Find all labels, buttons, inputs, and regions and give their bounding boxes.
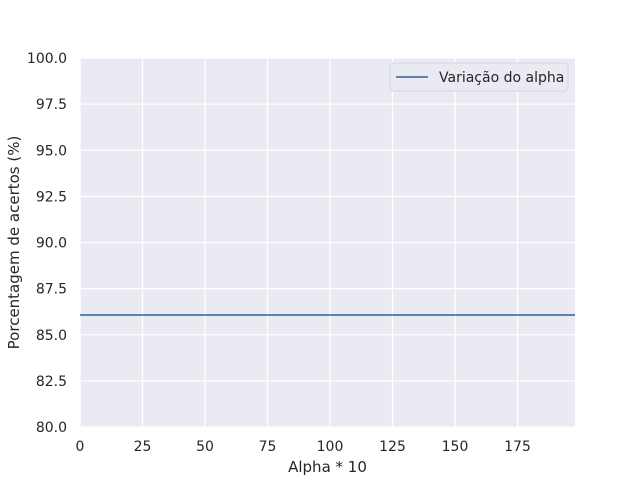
y-tick-label: 82.5 [36, 374, 67, 390]
y-tick-label: 97.5 [36, 97, 67, 113]
x-tick-label: 125 [379, 439, 406, 455]
x-tick-label: 50 [196, 439, 214, 455]
y-tick-label: 85.0 [36, 328, 67, 344]
x-tick-label: 150 [442, 439, 469, 455]
y-tick-label: 80.0 [36, 420, 67, 436]
x-tick-label: 175 [504, 439, 531, 455]
y-axis-ticks: 80.0 82.5 85.0 87.5 90.0 92.5 95.0 97.5 100.0 [27, 51, 67, 436]
y-tick-label: 87.5 [36, 282, 67, 298]
y-tick-label: 100.0 [27, 51, 67, 67]
x-axis-label: Alpha * 10 [288, 458, 367, 476]
grid-lines [79, 57, 575, 428]
x-tick-label: 100 [317, 439, 344, 455]
x-tick-label: 0 [76, 439, 85, 455]
y-tick-label: 90.0 [36, 236, 67, 252]
y-tick-label: 92.5 [36, 189, 67, 205]
y-tick-label: 95.0 [36, 143, 67, 159]
x-tick-label: 25 [134, 439, 152, 455]
x-tick-label: 75 [259, 439, 277, 455]
legend-box [389, 62, 569, 92]
legend-label-variacao-do-alpha: Variação do alpha [439, 70, 564, 86]
y-axis-label: Porcentagem de acertos (%) [5, 136, 23, 350]
x-axis-ticks: 0 25 50 75 100 125 150 175 [76, 439, 531, 455]
legend: Variação do alpha [389, 62, 569, 92]
